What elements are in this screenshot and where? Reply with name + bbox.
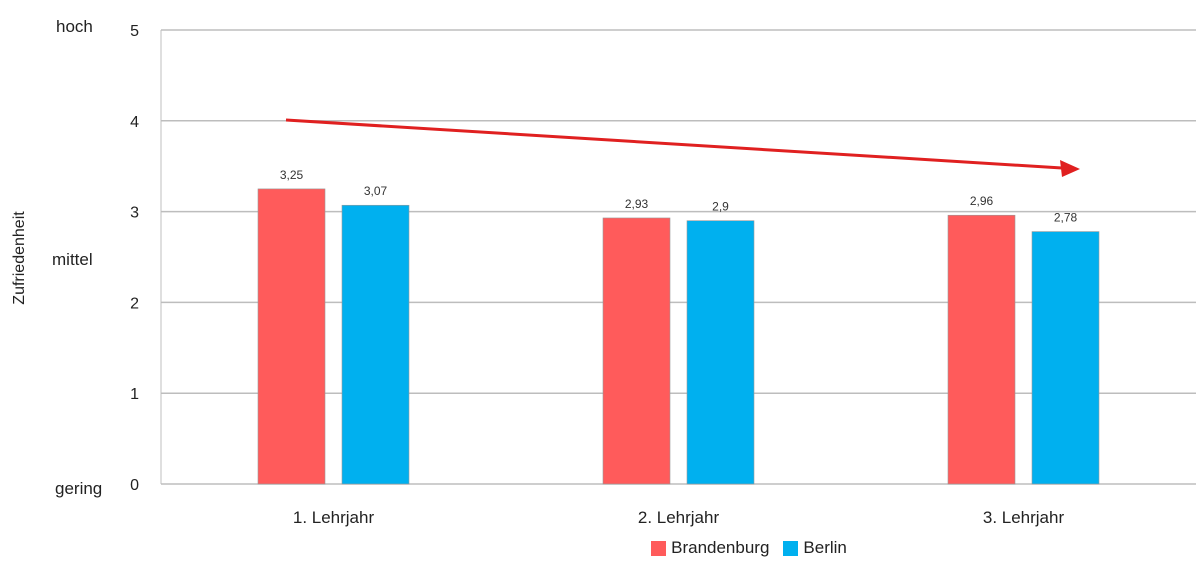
y-tick-label: 0 [130,477,139,494]
x-category-label: 1. Lehrjahr [293,508,375,527]
qualitative-label-low: gering [55,479,102,498]
data-labels: 3,25 3,07 2,93 2,9 2,96 2,78 [280,168,1078,225]
y-tick-label: 5 [130,23,139,40]
gridlines [160,29,1196,485]
bar-berlin [341,204,410,485]
legend: Brandenburg Berlin [0,537,1198,559]
legend-item-brandenburg: Brandenburg [651,538,769,558]
x-category-label: 2. Lehrjahr [638,508,720,527]
x-category-label: 3. Lehrjahr [983,508,1065,527]
qualitative-label-high: hoch [56,17,93,36]
bars [257,188,1100,485]
bar-berlin [1031,231,1100,485]
data-label: 2,78 [1054,211,1078,225]
qualitative-label-mid: mittel [52,250,93,269]
data-label: 3,25 [280,168,304,182]
y-tick-label: 3 [130,205,139,222]
x-axis-categories: 1. Lehrjahr 2. Lehrjahr 3. Lehrjahr [293,508,1065,527]
bar-brandenburg [257,188,326,485]
data-label: 2,96 [970,194,994,208]
y-axis-ticks: 0 1 2 3 4 5 [130,23,139,494]
data-label: 3,07 [364,184,388,198]
data-label: 2,93 [625,197,649,211]
trend-arrow [285,118,1080,177]
bar-brandenburg [947,214,1016,485]
legend-item-berlin: Berlin [783,538,847,558]
legend-label-brandenburg: Brandenburg [671,538,770,557]
y-axis-label: Zufriedenheit [11,211,28,305]
legend-swatch-brandenburg [651,540,667,556]
trend-arrow-line [285,118,1063,170]
y-tick-label: 1 [130,386,139,403]
data-label: 2,9 [712,200,729,214]
legend-label-berlin: Berlin [803,538,847,557]
trend-arrow-head [1060,160,1080,177]
bar-berlin [686,220,755,485]
bar-brandenburg [602,217,671,485]
y-tick-label: 4 [130,114,139,131]
legend-swatch-berlin [783,540,799,556]
y-tick-label: 2 [130,295,139,312]
